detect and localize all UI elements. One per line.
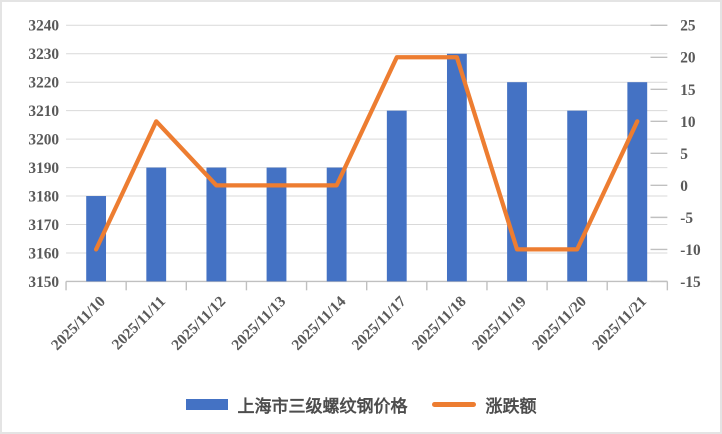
x-axis-date-label: 2025/11/11 — [109, 293, 169, 353]
price-bar — [627, 82, 648, 282]
price-bar — [146, 167, 167, 282]
legend: 上海市三级螺纹钢价格 涨跌额 — [2, 392, 720, 417]
right-axis-tick-label: 5 — [680, 146, 688, 163]
x-axis-date-label: 2025/11/13 — [228, 293, 289, 354]
left-axis-tick-label: 3190 — [28, 160, 59, 177]
left-axis-tick-label: 3240 — [28, 18, 59, 35]
legend-swatch-change-line — [431, 402, 476, 407]
legend-swatch-price-bar — [185, 399, 228, 410]
price-bar — [507, 82, 527, 282]
left-axis-tick-label: 3230 — [28, 46, 59, 63]
right-axis-tick-label: 20 — [680, 50, 696, 67]
price-bar — [386, 110, 407, 282]
left-axis-tick-label: 3180 — [28, 188, 59, 205]
price-bar — [266, 167, 287, 282]
legend-label-price: 上海市三级螺纹钢价格 — [237, 397, 408, 416]
left-axis-tick-label: 3220 — [28, 75, 59, 92]
x-axis-date-label: 2025/11/19 — [469, 293, 530, 354]
right-axis-tick-label: -5 — [680, 210, 693, 227]
price-bar — [446, 53, 467, 282]
right-axis-tick-label: 25 — [680, 18, 696, 35]
x-axis-date-label: 2025/11/17 — [349, 293, 410, 354]
legend-label-change: 涨跌额 — [485, 397, 537, 416]
price-bar — [567, 110, 588, 282]
right-axis-tick-label: -10 — [680, 242, 701, 259]
right-axis-tick-label: 0 — [680, 178, 688, 195]
x-axis-date-label: 2025/11/20 — [529, 293, 590, 354]
left-axis-tick-label: 3160 — [28, 245, 59, 262]
left-axis-tick-label: 3150 — [28, 274, 59, 291]
change-line — [93, 55, 640, 252]
left-axis-tick-label: 3200 — [28, 132, 59, 149]
price-bar — [326, 167, 347, 282]
x-axis-date-label: 2025/11/18 — [409, 293, 470, 354]
x-axis-date-label: 2025/11/21 — [589, 293, 650, 354]
right-axis-tick-label: -15 — [680, 274, 701, 291]
price-bar — [206, 167, 227, 282]
left-axis-tick-label: 3210 — [28, 103, 59, 120]
x-axis-date-label: 2025/11/14 — [289, 293, 350, 354]
price-bar — [86, 196, 107, 282]
left-axis-tick-label: 3170 — [28, 217, 59, 234]
right-axis-tick-label: 10 — [680, 114, 696, 131]
x-axis-date-label: 2025/11/12 — [168, 293, 229, 354]
right-axis-tick-label: 15 — [680, 82, 696, 99]
x-axis-date-label: 2025/11/10 — [48, 293, 109, 354]
